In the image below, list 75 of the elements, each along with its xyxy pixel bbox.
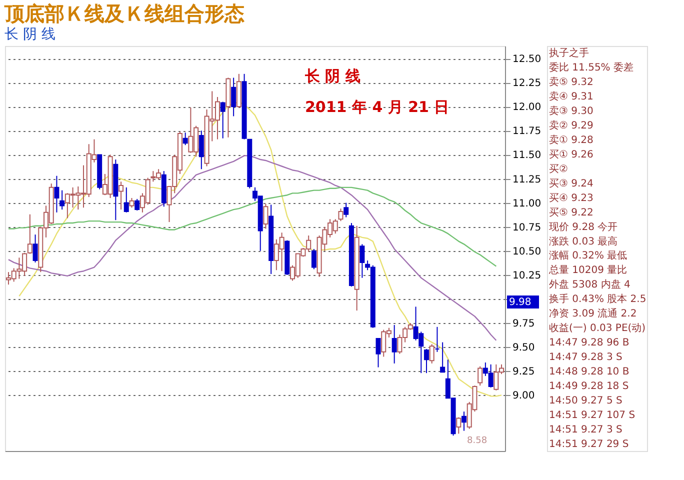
candlestick (27, 214, 32, 254)
candlestick (376, 338, 381, 368)
text: 总量 10209 量比 (548, 264, 628, 276)
text: 涨跌 0.03 最高 (549, 235, 618, 248)
y-tick-label: 12.50 (512, 54, 542, 66)
y-tick-label: 9.75 (512, 318, 535, 330)
text: 14:51 9.27 3 S (549, 424, 622, 436)
candlestick (60, 190, 65, 210)
y-tick-label: 11.75 (512, 126, 542, 138)
candlestick (392, 324, 397, 364)
y-tick-label: 11.50 (512, 150, 542, 162)
text: 买② (549, 164, 568, 175)
candlestick (198, 130, 204, 170)
text: 14:50 9.27 5 S (549, 395, 622, 406)
y-tick-label: 11.25 (512, 174, 542, 186)
text: 收益(一) 0.03 PE(动) (549, 322, 646, 334)
candlestick (424, 348, 429, 374)
text: 买④ 9.23 (549, 192, 594, 204)
text: 涨幅 0.32% 最低 (549, 250, 628, 262)
text: 外盘 5308 内盘 4 (549, 278, 630, 291)
annotation: 长 阴 线 (304, 67, 360, 85)
text: 卖③ 9.30 (549, 105, 594, 118)
text: 14:47 9.28 96 B (549, 338, 630, 349)
text: 买③ 9.24 (549, 178, 594, 190)
candlestick (54, 175, 60, 213)
text: 14:49 9.28 18 S (549, 380, 629, 392)
candlestick (360, 244, 365, 278)
candlestick (456, 416, 462, 434)
text: 净资 3.09 流通 2.2 (549, 308, 637, 320)
text: 买① 9.26 (549, 149, 594, 160)
candlestick (338, 208, 344, 222)
y-tick-label: 11.00 (512, 198, 542, 210)
text: 卖④ 9.31 (549, 90, 594, 103)
text: 14:51 9.27 107 S (549, 410, 636, 421)
y-tick-label: 10.50 (512, 246, 542, 258)
candlestick (344, 202, 349, 218)
text: 14:48 9.28 10 B (549, 366, 630, 378)
candlestick (311, 248, 316, 270)
candlestick (220, 101, 226, 139)
candlestick (32, 234, 38, 263)
y-tick-label: 10.25 (512, 270, 542, 282)
candlestick (440, 342, 446, 373)
annotation: 8.58 (467, 436, 488, 446)
candlestick (129, 197, 134, 208)
candlestick (478, 366, 483, 386)
y-tick-label: 9.25 (512, 366, 535, 378)
candlestick (124, 186, 129, 213)
text: 14:47 9.28 3 S (549, 352, 622, 363)
candlestick (231, 77, 236, 117)
candlestick (263, 203, 268, 230)
y-tick-label: 10.75 (512, 222, 542, 234)
chart-subtitle: 长 阴 线 (4, 26, 56, 42)
y-tick-label: 9.00 (512, 390, 535, 402)
line-series (8, 155, 497, 341)
annotation: 2011 年 4 月 21 日 (305, 98, 450, 116)
text: 现价 9.28 今开 (549, 220, 618, 233)
candlestick (429, 344, 434, 364)
text: 卖② 9.29 (549, 120, 594, 132)
candlestick (182, 132, 188, 146)
candlestick (462, 411, 467, 432)
text: 卖⑤ 9.32 (549, 76, 594, 88)
y-tick-label: 12.25 (512, 78, 542, 90)
text: 买⑤ 9.22 (549, 207, 594, 218)
text: 卖① 9.28 (549, 134, 594, 146)
y-tick-label: 9.50 (512, 342, 535, 354)
y-tick-label: 12.00 (512, 102, 542, 114)
text: 9.98 (509, 297, 532, 308)
line-series (8, 186, 497, 267)
text: 换手 0.43% 股本 2.5 (549, 293, 646, 306)
candlestick (134, 198, 140, 211)
text: 执子之手 (549, 47, 589, 60)
candlestick (118, 181, 124, 210)
text: 14:51 9.27 29 S (549, 438, 629, 450)
text: 委比 11.55% 委差 (549, 62, 634, 74)
chart-title: 顶底部Ｋ线及Ｋ线组合形态 (4, 2, 244, 26)
